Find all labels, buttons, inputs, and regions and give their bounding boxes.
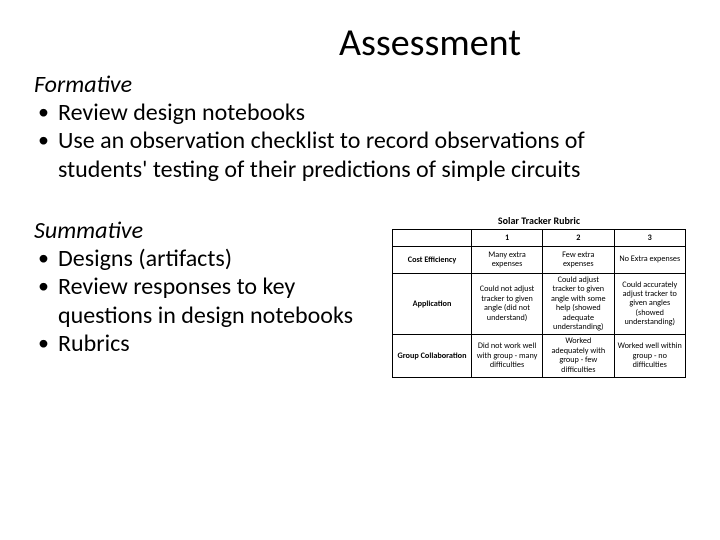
formative-heading: Formative bbox=[34, 70, 594, 99]
table-row: Application Could not adjust tracker to … bbox=[393, 273, 686, 335]
rubric-row-header: Application bbox=[393, 273, 472, 335]
formative-bullets: Review design notebooks Use an observati… bbox=[34, 99, 594, 184]
rubric-cell: Worked well within group - no difficulti… bbox=[614, 335, 685, 378]
rubric-cell: Could accurately adjust tracker to given… bbox=[614, 273, 685, 335]
rubric-cell: Could adjust tracker to given angle with… bbox=[543, 273, 614, 335]
page-title: Assessment bbox=[174, 20, 686, 66]
rubric-row-header: Group Collaboration bbox=[393, 335, 472, 378]
rubric-cell: Did not work well with group - many diff… bbox=[471, 335, 542, 378]
formative-bullet: Review design notebooks bbox=[58, 99, 594, 127]
rubric-cell: Worked adequately with group - few diffi… bbox=[543, 335, 614, 378]
summative-bullet: Designs (artifacts) bbox=[58, 245, 386, 273]
rubric-cell: Many extra expenses bbox=[471, 246, 542, 273]
rubric-col-header: 3 bbox=[614, 229, 685, 246]
rubric-title: Solar Tracker Rubric bbox=[392, 214, 686, 227]
formative-section: Formative Review design notebooks Use an… bbox=[34, 70, 594, 184]
summative-bullet: Review responses to key questions in des… bbox=[58, 273, 386, 330]
rubric-cell: No Extra expenses bbox=[614, 246, 685, 273]
rubric-cell: Could not adjust tracker to given angle … bbox=[471, 273, 542, 335]
rubric-col-header bbox=[393, 229, 472, 246]
rubric-header-row: 1 2 3 bbox=[393, 229, 686, 246]
summative-section: Summative Designs (artifacts) Review res… bbox=[34, 214, 386, 378]
table-row: Group Collaboration Did not work well wi… bbox=[393, 335, 686, 378]
summative-bullet: Rubrics bbox=[58, 330, 386, 358]
rubric-cell: Few extra expenses bbox=[543, 246, 614, 273]
rubric-section: Solar Tracker Rubric 1 2 3 Cost Efficien… bbox=[392, 214, 686, 378]
rubric-col-header: 2 bbox=[543, 229, 614, 246]
table-row: Cost Efficiency Many extra expenses Few … bbox=[393, 246, 686, 273]
formative-bullet: Use an observation checklist to record o… bbox=[58, 127, 594, 184]
rubric-col-header: 1 bbox=[471, 229, 542, 246]
summative-bullets: Designs (artifacts) Review responses to … bbox=[34, 245, 386, 358]
slide: Assessment Formative Review design noteb… bbox=[0, 0, 720, 540]
summative-heading: Summative bbox=[34, 216, 386, 245]
lower-region: Summative Designs (artifacts) Review res… bbox=[34, 214, 686, 378]
rubric-row-header: Cost Efficiency bbox=[393, 246, 472, 273]
rubric-table: 1 2 3 Cost Efficiency Many extra expense… bbox=[392, 229, 686, 378]
